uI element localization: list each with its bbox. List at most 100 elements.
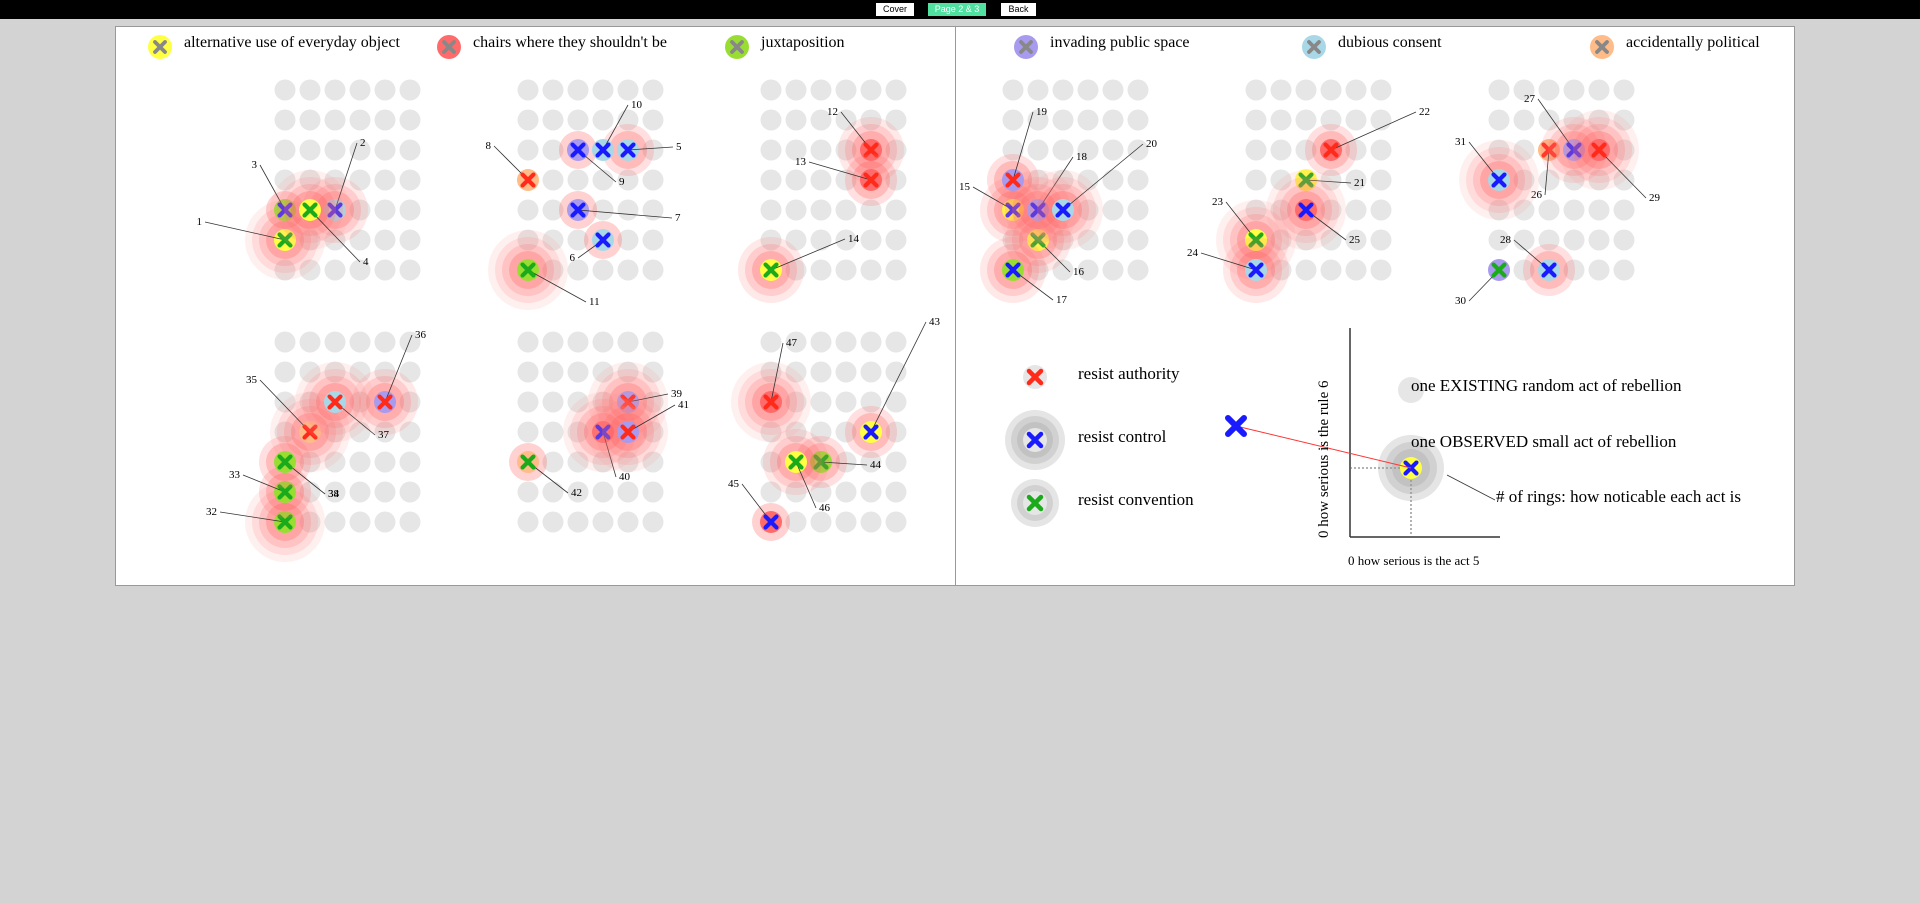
grid-dot (299, 331, 321, 353)
act-number: 12 (827, 106, 838, 118)
grid-dot (1513, 109, 1535, 131)
grid-dot (642, 109, 664, 131)
grid-dot (1513, 199, 1535, 221)
grid-dot (542, 391, 564, 413)
grid-dot (1588, 169, 1610, 191)
leader-line (808, 161, 872, 181)
grid-dot (299, 259, 321, 281)
grid-dot (1613, 229, 1635, 251)
grid-dot (542, 361, 564, 383)
grid-dot (1270, 199, 1292, 221)
cover-button[interactable]: Cover (876, 3, 914, 16)
top-navigation-bar: Cover Page 2 & 3 Back (0, 0, 1920, 19)
grid-dot (1538, 229, 1560, 251)
grid-dot (885, 139, 907, 161)
grid-dot (299, 169, 321, 191)
current-page-button[interactable]: Page 2 & 3 (928, 3, 986, 16)
grid-dot (274, 259, 296, 281)
grid-dot (1245, 139, 1267, 161)
grid-dot (1052, 109, 1074, 131)
grid-dot (1027, 169, 1049, 191)
grid-dot (642, 79, 664, 101)
grid-dot (349, 361, 371, 383)
grid-dot (1588, 259, 1610, 281)
act-control-x-icon (595, 424, 611, 440)
act-number: 26 (1531, 189, 1543, 201)
grid-dot (1102, 109, 1124, 131)
leader-line (309, 209, 361, 263)
act-convention-x-icon (277, 232, 293, 248)
act-control-x-icon (1248, 262, 1264, 278)
act-control-x-icon (863, 424, 879, 440)
grid-dot (642, 331, 664, 353)
grid-dot (1002, 229, 1024, 251)
act-number: 17 (1056, 294, 1068, 306)
leader-line (1200, 252, 1257, 271)
leader-line (1037, 156, 1074, 211)
grid-dot (885, 361, 907, 383)
grid-dot (810, 331, 832, 353)
grid-dot (785, 391, 807, 413)
grid-dot (810, 199, 832, 221)
grid-dot (642, 511, 664, 533)
back-button[interactable]: Back (1001, 3, 1036, 16)
grid-dot (885, 391, 907, 413)
grid-dot (810, 109, 832, 131)
grid-dot (760, 331, 782, 353)
grid-dot (642, 139, 664, 161)
grid-dot (1345, 259, 1367, 281)
grid-dot (349, 79, 371, 101)
leader-line (1537, 98, 1575, 151)
grid-dot (517, 421, 539, 443)
grid-dot (642, 421, 664, 443)
grid-dot (274, 421, 296, 443)
grid-dot (1563, 199, 1585, 221)
act-control-x-icon (1005, 202, 1021, 218)
grid-dot (399, 331, 421, 353)
grid-dot (1127, 259, 1149, 281)
grid-dot (517, 139, 539, 161)
grid-dot (835, 79, 857, 101)
act-convention-x-icon (813, 454, 829, 470)
grid-dot (324, 79, 346, 101)
grid-dot (1563, 229, 1585, 251)
grid-dot (1345, 109, 1367, 131)
grid-dot (617, 361, 639, 383)
grid-dot (785, 361, 807, 383)
act-number: 37 (378, 429, 390, 441)
grid-dot (1270, 259, 1292, 281)
grid-dot (399, 361, 421, 383)
act-number: 27 (1524, 93, 1536, 105)
act-number: 11 (589, 296, 600, 308)
grid-dot (299, 79, 321, 101)
grid-dot (885, 79, 907, 101)
grid-dot (835, 451, 857, 473)
category-label-4: dubious consent (1338, 34, 1442, 51)
leader-line (259, 379, 311, 433)
grid-dot (860, 451, 882, 473)
grid-dot (1027, 109, 1049, 131)
grid-dot (567, 451, 589, 473)
grid-dot (517, 331, 539, 353)
act-convention-x-icon (302, 202, 318, 218)
grid-dot (592, 79, 614, 101)
grid-dot (835, 169, 857, 191)
grid-dot (760, 451, 782, 473)
grid-dot (1370, 199, 1392, 221)
grid-dot (1488, 139, 1510, 161)
act-number: 33 (229, 469, 241, 481)
grid-dot (299, 139, 321, 161)
grid-dot (542, 199, 564, 221)
grid-dot (860, 511, 882, 533)
grid-dot (517, 199, 539, 221)
grid-dot (617, 199, 639, 221)
grid-dot (760, 109, 782, 131)
act-convention-x-icon (520, 454, 536, 470)
act-number: 16 (1073, 266, 1085, 278)
grid-dot (1563, 79, 1585, 101)
grid-dot (567, 259, 589, 281)
grid-dot (1295, 79, 1317, 101)
grid-dot (517, 511, 539, 533)
grid-dot (399, 229, 421, 251)
grid-dot (1320, 79, 1342, 101)
